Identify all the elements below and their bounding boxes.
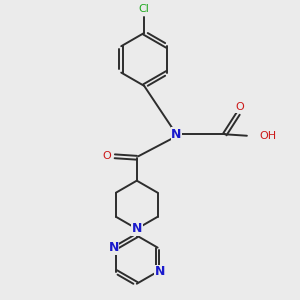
Text: O: O bbox=[102, 151, 111, 161]
Text: N: N bbox=[108, 241, 119, 254]
Text: N: N bbox=[171, 128, 182, 141]
Text: O: O bbox=[235, 102, 244, 112]
Text: N: N bbox=[132, 222, 142, 235]
Text: N: N bbox=[155, 265, 165, 278]
Text: Cl: Cl bbox=[139, 4, 150, 14]
Text: OH: OH bbox=[259, 131, 276, 141]
